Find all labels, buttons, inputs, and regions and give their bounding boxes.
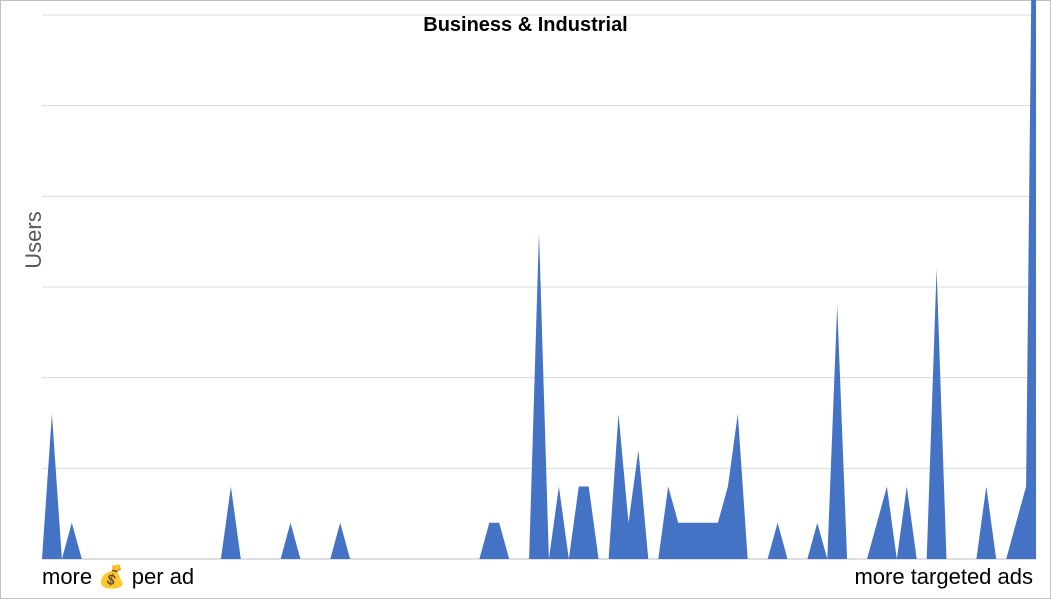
series-area bbox=[42, 0, 1036, 559]
money-bag-icon: 💰 bbox=[98, 565, 126, 590]
x-left-text: more bbox=[42, 564, 93, 589]
series-area-shape bbox=[42, 0, 1036, 559]
x-left-suffix: per ad bbox=[131, 564, 195, 589]
y-axis-title: Users bbox=[21, 211, 46, 269]
chart-title: Business & Industrial bbox=[423, 14, 628, 36]
x-axis-left-label: more 💰 per ad bbox=[42, 564, 194, 590]
x-axis-right-label: more targeted ads bbox=[854, 564, 1033, 589]
